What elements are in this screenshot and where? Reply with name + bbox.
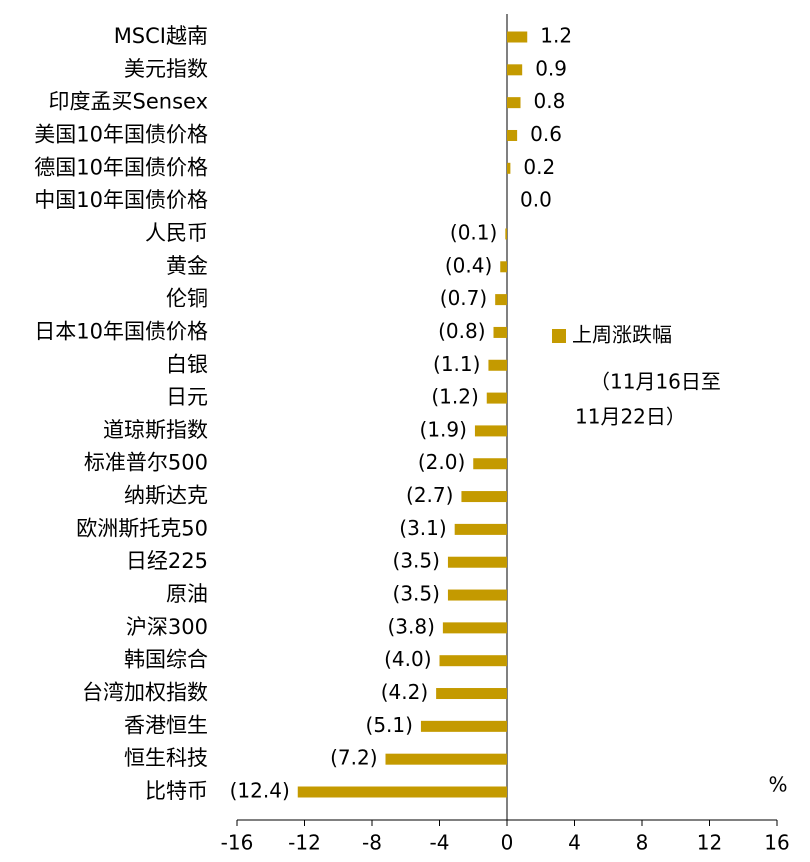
bar: [505, 228, 507, 240]
value-label: 0.6: [530, 122, 562, 146]
x-tick-label: 12: [697, 831, 722, 855]
value-label: (2.7): [406, 483, 453, 507]
value-label: (3.1): [399, 516, 446, 540]
legend-label: 上周涨跌幅: [572, 323, 672, 347]
y-tick-label: 原油: [166, 582, 208, 606]
y-tick-label: 恒生科技: [124, 746, 208, 770]
value-label: 0.2: [523, 155, 555, 179]
bar: [385, 753, 507, 765]
bar: [486, 392, 507, 404]
value-label: (7.2): [330, 746, 377, 770]
y-tick-label: 标准普尔500: [84, 451, 208, 475]
value-label: (4.0): [384, 647, 431, 671]
value-label: (1.2): [431, 385, 478, 409]
value-label: (3.8): [387, 614, 434, 638]
y-tick-label: 沪深300: [126, 615, 208, 639]
y-tick-label: 美元指数: [124, 57, 208, 81]
bar: [297, 786, 507, 798]
unit-label: %: [768, 773, 787, 797]
value-label: 0.9: [535, 56, 567, 80]
y-tick-label: 台湾加权指数: [82, 681, 208, 705]
value-label: (1.9): [420, 417, 467, 441]
bar: [447, 589, 507, 601]
legend-period: 11月22日）: [575, 405, 686, 429]
x-tick-label: 16: [764, 831, 789, 855]
x-tick-label: -16: [221, 831, 254, 855]
y-tick-label: 道琼斯指数: [103, 418, 208, 442]
bar: [507, 129, 518, 141]
bar: [454, 523, 507, 535]
bar: [493, 326, 507, 338]
value-label: (2.0): [418, 450, 465, 474]
y-tick-label: 伦铜: [166, 287, 208, 311]
value-label: 0.0: [520, 188, 552, 212]
bar: [474, 425, 507, 437]
y-tick-label: 韩国综合: [124, 648, 208, 672]
y-tick-label: 人民币: [145, 221, 208, 245]
value-label: (5.1): [366, 713, 413, 737]
bar: [461, 491, 507, 503]
legend-swatch: [552, 329, 566, 343]
y-tick-label: 德国10年国债价格: [34, 155, 208, 179]
bar: [507, 97, 521, 109]
bar: [447, 556, 507, 568]
value-label: (1.1): [433, 352, 480, 376]
value-label: (3.5): [393, 549, 440, 573]
bar: [420, 720, 507, 732]
bar: [436, 688, 507, 700]
bar: [507, 31, 528, 43]
y-tick-label: 黄金: [166, 254, 208, 278]
y-tick-label: 印度孟买Sensex: [49, 90, 208, 114]
x-tick-label: -8: [362, 831, 382, 855]
value-label: (0.8): [438, 319, 485, 343]
x-tick-label: 0: [501, 831, 514, 855]
x-tick-label: 8: [636, 831, 649, 855]
bar: [507, 162, 511, 174]
y-tick-label: 比特币: [145, 779, 208, 803]
x-tick-label: 4: [568, 831, 581, 855]
value-label: (3.5): [393, 582, 440, 606]
bar: [500, 261, 507, 273]
bar: [488, 359, 507, 371]
y-tick-label: 美国10年国债价格: [34, 122, 208, 146]
value-label: (0.7): [440, 286, 487, 310]
legend-period: （11月16日至: [590, 370, 721, 394]
value-label: (0.1): [450, 220, 497, 244]
y-tick-label: MSCI越南: [114, 24, 208, 48]
bar: [495, 294, 507, 306]
y-tick-label: 欧洲斯托克50: [76, 516, 208, 540]
y-tick-label: 中国10年国债价格: [34, 188, 208, 212]
value-label: (0.4): [445, 253, 492, 277]
value-label: (4.2): [381, 680, 428, 704]
x-tick-label: -12: [288, 831, 321, 855]
value-label: 0.8: [534, 89, 566, 113]
bar: [507, 64, 523, 76]
bar: [439, 655, 507, 667]
value-label: 1.2: [540, 24, 572, 48]
y-tick-label: 日经225: [126, 549, 208, 573]
y-tick-label: 白银: [166, 352, 208, 376]
y-tick-label: 日元: [166, 385, 208, 409]
value-label: (12.4): [230, 779, 290, 803]
bar: [442, 622, 507, 634]
y-tick-label: 日本10年国债价格: [34, 319, 208, 343]
y-tick-label: 香港恒生: [124, 713, 208, 737]
bar: [473, 458, 507, 470]
x-tick-label: -4: [430, 831, 450, 855]
y-tick-label: 纳斯达克: [124, 484, 208, 508]
